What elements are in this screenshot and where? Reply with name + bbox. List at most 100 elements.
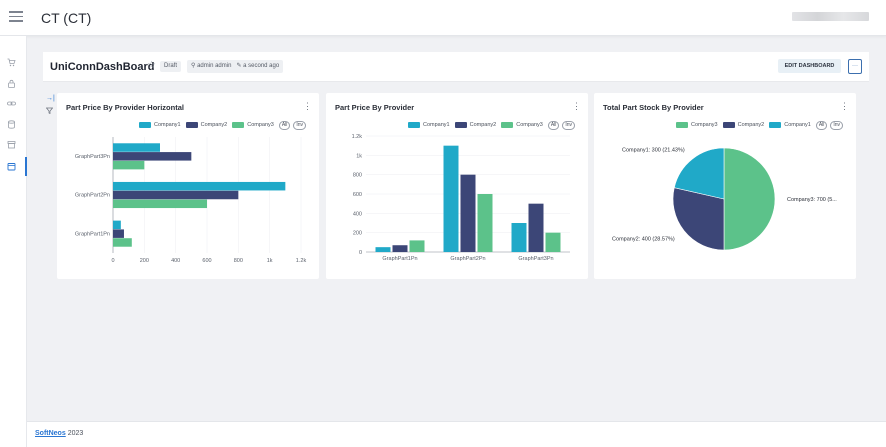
y-tick-label: GraphPart2Pn: [75, 193, 110, 199]
star-icon[interactable]: ☆: [147, 60, 156, 71]
pie-slice-company3: [723, 147, 776, 251]
bar-company2-graphpart2pn: [113, 190, 239, 200]
y-tick-label: 200: [353, 231, 362, 237]
legend-item-company1[interactable]: Company1: [769, 122, 811, 128]
x-tick-label: 200: [140, 258, 149, 264]
footer-brand-link[interactable]: SoftNeos: [35, 430, 66, 437]
database-icon[interactable]: [7, 120, 16, 129]
x-tick-label: 600: [202, 258, 211, 264]
bar-company1-graphpart2pn: [443, 145, 459, 252]
bar-company2-graphpart1pn: [392, 245, 408, 252]
legend-item-company3[interactable]: Company3: [232, 122, 274, 128]
bar-company3-graphpart3pn: [113, 160, 145, 170]
status-badge: Draft: [160, 61, 182, 72]
pie-label-company3: Company3: 700 (5...: [787, 197, 837, 203]
user-icon: ⚲: [191, 63, 196, 69]
y-tick-label: GraphPart1Pn: [75, 231, 110, 237]
top-bar: CT (CT): [0, 0, 886, 36]
legend-all-toggle[interactable]: All: [547, 120, 560, 130]
bar-company1-graphpart1pn: [113, 220, 121, 230]
chart-card-horizontal: Part Price By Provider Horizontal ⋮ Comp…: [57, 93, 319, 279]
pie-slice-company1: [673, 147, 725, 200]
bar-company2-graphpart2pn: [460, 174, 476, 252]
vertical-bar-chart: 0 200 400 600 800 1k 1.2k GraphPart1Pn GraphPart…: [352, 134, 570, 262]
dashboard-header: UniConnDashBoard ☆ Draft ⚲ admin admin ✎…: [43, 52, 869, 82]
x-tick-label: GraphPart2Pn: [450, 256, 485, 262]
bar-company1-graphpart3pn: [511, 223, 527, 252]
more-options-button[interactable]: ···: [848, 59, 862, 74]
bar-company3-graphpart1pn: [409, 240, 425, 252]
y-tick-label: 800: [353, 173, 362, 179]
bar-company3-graphpart2pn: [477, 194, 493, 252]
link-icon[interactable]: [7, 99, 16, 108]
pie-chart: Company3: 700 (5... Company2: 400 (28.57%…: [612, 147, 837, 251]
pie-label-company1: Company1: 300 (21.43%): [622, 148, 685, 154]
kebab-menu-icon[interactable]: ⋮: [840, 101, 849, 111]
bar-company1-graphpart3pn: [113, 143, 160, 152]
filter-icon[interactable]: [45, 107, 54, 116]
sidebar-active-indicator: [25, 157, 27, 176]
bar-company1-graphpart2pn: [113, 181, 286, 191]
x-tick-label: GraphPart3Pn: [518, 256, 553, 262]
legend-invert-toggle[interactable]: Inv: [293, 120, 307, 130]
footer: SoftNeos 2023: [27, 421, 886, 447]
legend-all-toggle[interactable]: All: [815, 120, 828, 130]
menu-icon[interactable]: [9, 11, 23, 23]
pie-label-company2: Company2: 400 (28.57%): [612, 236, 675, 242]
lock-icon[interactable]: [7, 79, 16, 88]
user-info[interactable]: [792, 12, 869, 21]
bar-company1-graphpart1pn: [375, 247, 391, 252]
bar-company2-graphpart3pn: [113, 152, 192, 161]
y-tick-label: 1.2k: [352, 134, 363, 140]
legend-item-company3[interactable]: Company3: [501, 122, 543, 128]
x-tick-label: GraphPart1Pn: [382, 256, 417, 262]
legend-item-company3[interactable]: Company3: [676, 122, 718, 128]
sidebar: [0, 36, 27, 447]
bar-company2-graphpart1pn: [113, 229, 124, 238]
y-tick-label: GraphPart3Pn: [75, 154, 110, 160]
x-tick-label: 800: [234, 258, 243, 264]
bar-company3-graphpart1pn: [113, 238, 132, 247]
bar-company2-graphpart3pn: [528, 203, 544, 252]
legend-invert-toggle[interactable]: Inv: [830, 120, 844, 130]
chart-title: Total Part Stock By Provider: [603, 103, 704, 112]
expand-icon[interactable]: →|: [46, 95, 55, 102]
horizontal-bar-chart: 0 200 400 600 800 1k 1.2k GraphPart3Pn GraphPart…: [75, 137, 307, 264]
legend-item-company2[interactable]: Company2: [454, 122, 496, 128]
legend-invert-toggle[interactable]: Inv: [562, 120, 576, 130]
legend-item-company2[interactable]: Company2: [185, 122, 227, 128]
pie-slice-company2: [672, 187, 725, 251]
y-tick-label: 1k: [356, 153, 362, 159]
updated-time: a second ago: [243, 63, 280, 69]
x-tick-label: 0: [111, 258, 114, 264]
footer-year: 2023: [67, 430, 84, 437]
kebab-menu-icon[interactable]: ⋮: [303, 101, 312, 111]
edit-dashboard-button[interactable]: EDIT DASHBOARD: [778, 59, 841, 73]
dashboard-title: UniConnDashBoard: [50, 61, 155, 73]
legend-item-company1[interactable]: Company1: [139, 122, 181, 128]
cart-icon[interactable]: [7, 58, 16, 67]
chart-title: Part Price By Provider: [335, 103, 415, 112]
x-tick-label: 1k: [267, 258, 273, 264]
chart-legend: Company1 Company2 Company3 All Inv: [139, 120, 309, 130]
calendar-icon[interactable]: [7, 162, 16, 171]
chart-legend: Company3 Company2 Company1 All Inv: [676, 120, 846, 130]
y-tick-label: 0: [359, 250, 362, 256]
bar-company3-graphpart2pn: [113, 199, 207, 209]
footer-text: SoftNeos 2023: [35, 430, 83, 437]
owner-name: admin admin: [197, 63, 232, 69]
chart-card-vertical: Part Price By Provider ⋮ Company1 Compan…: [326, 93, 588, 279]
legend-item-company1[interactable]: Company1: [408, 122, 450, 128]
edit-pencil-icon: ✎: [236, 63, 242, 69]
app-title: CT (CT): [41, 10, 92, 26]
legend-all-toggle[interactable]: All: [278, 120, 291, 130]
x-tick-label: 400: [171, 258, 180, 264]
kebab-menu-icon[interactable]: ⋮: [572, 101, 581, 111]
chart-legend: Company1 Company2 Company3 All Inv: [408, 120, 578, 130]
x-tick-label: 1.2k: [296, 258, 307, 264]
chart-card-pie: Total Part Stock By Provider ⋮ Company3 …: [594, 93, 856, 279]
legend-item-company2[interactable]: Company2: [722, 122, 764, 128]
archive-icon[interactable]: [7, 140, 16, 149]
chart-title: Part Price By Provider Horizontal: [66, 103, 184, 112]
bar-company3-graphpart3pn: [545, 232, 561, 252]
